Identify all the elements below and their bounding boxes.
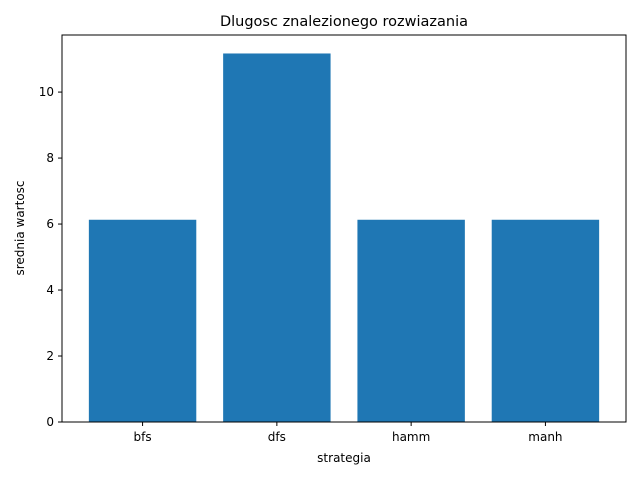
x-axis-ticks: bfs dfs hamm manh (134, 422, 563, 444)
chart-title: Dlugosc znalezionego rozwiazania (220, 14, 468, 30)
bar-bfs (88, 219, 197, 422)
y-axis-label: srednia wartosc (13, 180, 27, 275)
bar-manh (491, 219, 600, 422)
x-tick-label-manh: manh (528, 430, 562, 444)
y-axis-ticks: 0 2 4 6 8 10 (39, 85, 62, 429)
y-tick-label: 6 (46, 217, 54, 231)
y-tick-label: 0 (46, 415, 54, 429)
x-tick-label-dfs: dfs (268, 430, 286, 444)
y-tick-label: 2 (46, 349, 54, 363)
y-tick-label: 8 (46, 151, 54, 165)
plot-frame (61, 34, 627, 423)
bar-hamm (357, 219, 465, 422)
bars-group (88, 53, 600, 422)
x-tick-label-hamm: hamm (392, 430, 430, 444)
bar-dfs (223, 53, 331, 422)
y-tick-label: 4 (46, 283, 54, 297)
x-axis-label: strategia (317, 451, 371, 465)
y-tick-label: 10 (39, 85, 54, 99)
x-tick-label-bfs: bfs (134, 430, 152, 444)
